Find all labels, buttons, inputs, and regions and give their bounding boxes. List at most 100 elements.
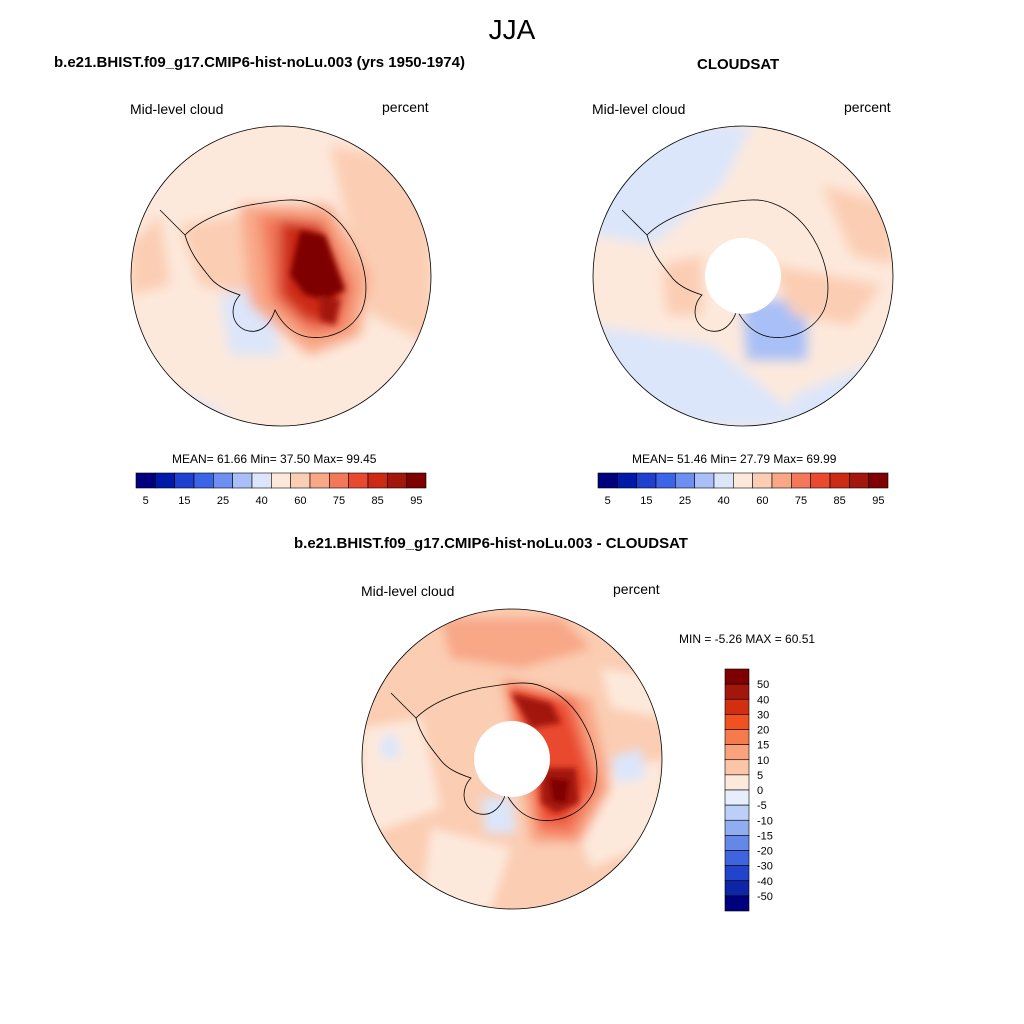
panel-3-colorbar-swatch [724, 759, 750, 776]
panel-1-colorbar-swatch [135, 472, 156, 489]
panel-1-colorbar-tick-label: 40 [256, 495, 268, 507]
panel-1-max-region [290, 230, 345, 300]
panel-1-colorbar-swatch [290, 472, 311, 489]
panel-2-colorbar-swatch [791, 472, 811, 489]
panel-3-colorbar-swatch [724, 850, 750, 866]
panel-2-title: CLOUDSAT [697, 56, 780, 73]
panel-3-title: b.e21.BHIST.f09_g17.CMIP6-hist-noLu.003 … [294, 535, 688, 552]
panel-3-colorbar-tick-label: 5 [757, 770, 763, 782]
panel-1-colorbar-swatch [348, 472, 369, 489]
panel-1-antarctica-coastline [184, 199, 367, 338]
panel-1-colorbar-tick-label: 15 [178, 495, 190, 507]
panel-3-max-region [549, 778, 569, 803]
panel-2-colorbar-tick-label: 40 [718, 495, 730, 507]
panel-3-colorbar-tick-label: -30 [757, 861, 773, 873]
panel-2-colorbar-tick-label: 60 [756, 495, 768, 507]
panel-2-colorbar-swatch [655, 472, 676, 489]
panel-1-colorbar-swatch [271, 472, 291, 489]
panel-2-stats: MEAN= 51.46 Min= 27.79 Max= 69.99 [632, 452, 837, 466]
panel-3-colorbar-tick-label: 10 [757, 755, 769, 767]
panel-3-map [361, 608, 663, 910]
panel-2-colorbar-tick-label: 25 [679, 495, 691, 507]
panel-3-colorbar-tick-label: 15 [757, 740, 769, 752]
panel-3-colorbar-swatch [724, 804, 750, 821]
panel-3-stats: MIN = -5.26 MAX = 60.51 [679, 632, 816, 646]
panel-2-map [592, 125, 894, 427]
panel-3-map-border [361, 608, 663, 910]
panel-2-colorbar-swatch [636, 472, 657, 489]
panel-3-colorbar-tick-label: 40 [757, 694, 769, 706]
panel-3-colorbar-tick-label: 0 [757, 785, 763, 797]
panel-3-colorbar-tick-label: 50 [757, 679, 769, 691]
panel-2-colorbar-swatch [733, 472, 753, 489]
panel-3-colorbar-swatch [724, 683, 750, 700]
panel-3-antarctica-coastline [415, 682, 598, 821]
panel-1-variable-label: Mid-level cloud [130, 101, 224, 117]
panel-3-colorbar-tick-label: -15 [757, 830, 773, 842]
panel-1-colorbar-swatch [387, 472, 407, 489]
panel-2-variable-label: Mid-level cloud [592, 101, 686, 117]
panel-1-colorbar-tick-label: 75 [333, 495, 345, 507]
panel-1-colorbar-swatch [251, 472, 272, 489]
panel-3-colorbar-swatch [724, 744, 750, 761]
panel-1-title: b.e21.BHIST.f09_g17.CMIP6-hist-noLu.003 … [54, 54, 465, 71]
panel-1-colorbar-swatch [367, 472, 388, 489]
panel-3-colorbar-swatch [724, 865, 750, 882]
panel-3-colorbar-swatch [724, 835, 750, 851]
panel-1-colorbar-swatch [309, 472, 330, 489]
panel-1-colorbar-swatch [213, 472, 233, 489]
panel-2-units-label: percent [844, 99, 891, 115]
panel-3-colorbar-tick-label: -50 [757, 891, 773, 903]
panel-3-colorbar-swatch [724, 789, 750, 806]
panel-2-colorbar-swatch [713, 472, 734, 489]
panel-3-colorbar-tick-label: 30 [757, 709, 769, 721]
panel-1-map [130, 125, 432, 427]
panel-2-colorbar-swatch [617, 472, 637, 489]
panel-1-colorbar-tick-label: 25 [217, 495, 229, 507]
panel-2-colorbar-swatch [675, 472, 695, 489]
panel-3-polar-gap [474, 721, 550, 797]
panel-3-colorbar-tick-label: -20 [757, 846, 773, 858]
panel-1-colorbar-swatch [329, 472, 349, 489]
panel-2-colorbar: 5 15 25 40 60 75 85 95 [597, 472, 889, 507]
panel-3-colorbar-swatch [724, 668, 750, 685]
panel-2-polar-gap [705, 238, 781, 314]
panel-1-colorbar-swatch [155, 472, 175, 489]
panel-2-colorbar-tick-label: 95 [872, 495, 884, 507]
panel-3-colorbar-tick-label: -40 [757, 876, 773, 888]
panel-2-colorbar-tick-label: 85 [834, 495, 846, 507]
panel-2-antarctica-coastline [646, 199, 829, 338]
panel-3-colorbar-swatch [724, 895, 750, 912]
panel-2-map-border [592, 125, 894, 427]
panel-1-colorbar: 5 15 25 40 60 75 85 95 [135, 472, 427, 507]
panel-3-colorbar-swatch [724, 774, 750, 791]
panel-2-colorbar-swatch [849, 472, 869, 489]
panel-1-colorbar-tick-label: 60 [294, 495, 306, 507]
panel-3-colorbar-swatch [724, 714, 750, 730]
panel-3-colorbar-swatch [724, 819, 750, 836]
panel-1-colorbar-swatch [174, 472, 195, 489]
panel-2-colorbar-swatch [829, 472, 850, 489]
panel-3-units-label: percent [613, 581, 660, 597]
panel-3-colorbar-tick-label: -5 [757, 800, 767, 812]
panel-1-colorbar-swatch [232, 472, 253, 489]
panel-3-colorbar-tick-label: -10 [757, 815, 773, 827]
panel-2-colorbar-tick-label: 15 [640, 495, 652, 507]
panel-1-colorbar-tick-label: 95 [410, 495, 422, 507]
panel-3-variable-label: Mid-level cloud [361, 583, 455, 599]
panel-1-colorbar-swatch [193, 472, 214, 489]
panel-1-units-label: percent [382, 99, 429, 115]
panel-3-colorbar-tick-label: 20 [757, 725, 769, 737]
panel-3-colorbar-swatch [724, 729, 750, 745]
panel-1-colorbar-swatch [406, 472, 427, 489]
panel-1-colorbar-tick-label: 85 [372, 495, 384, 507]
panel-2-colorbar-tick-label: 5 [605, 495, 611, 507]
panel-2-colorbar-tick-label: 75 [795, 495, 807, 507]
figure-title: JJA [488, 14, 536, 45]
panel-1-colorbar-tick-label: 5 [143, 495, 149, 507]
panel-2-colorbar-swatch [752, 472, 773, 489]
panel-1-stats: MEAN= 61.66 Min= 37.50 Max= 99.45 [172, 452, 377, 466]
panel-2-colorbar-swatch [810, 472, 831, 489]
panel-3-colorbar-swatch [724, 880, 750, 897]
